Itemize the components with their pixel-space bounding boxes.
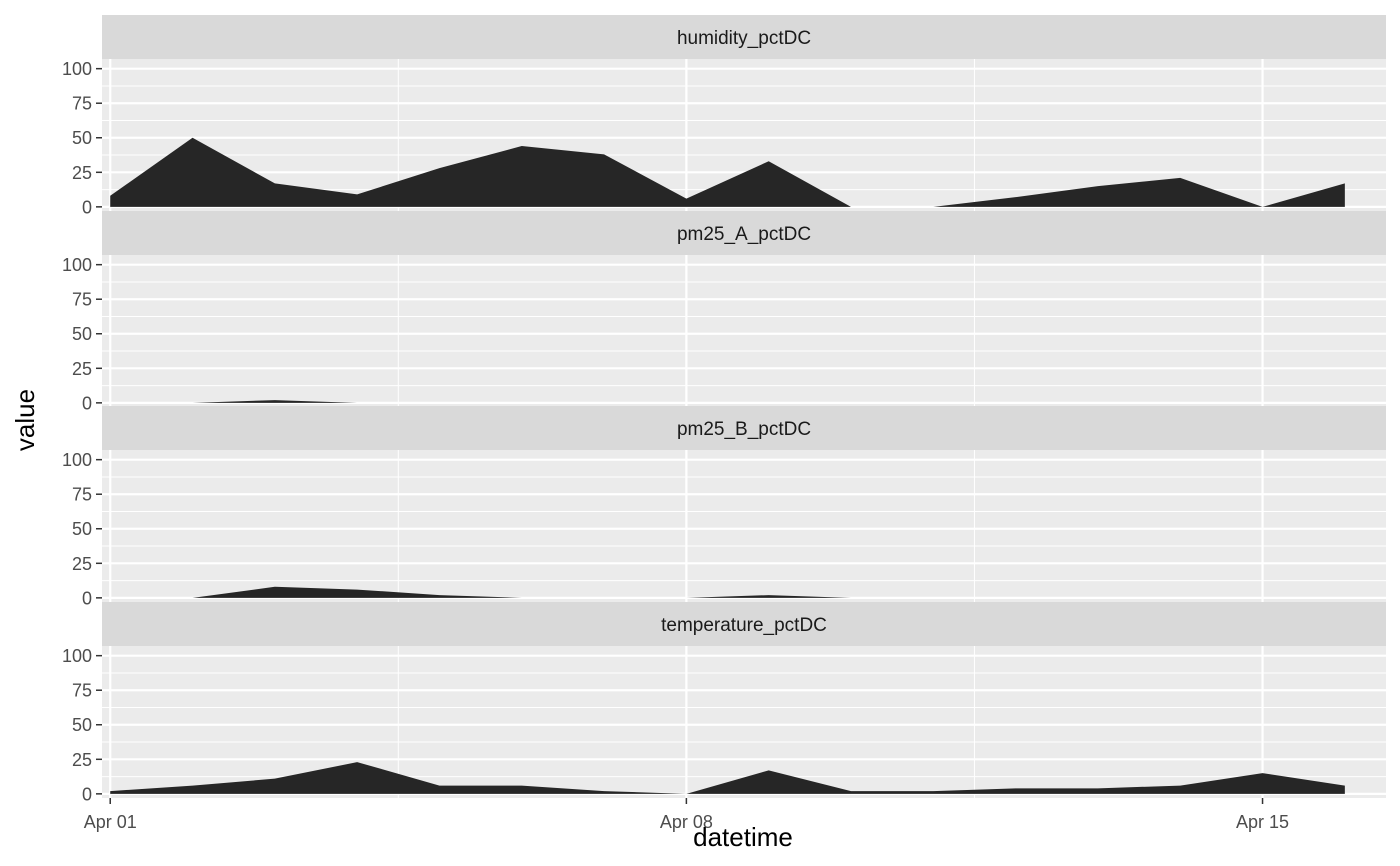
- y-tick-label: 25: [72, 750, 92, 770]
- facet-humidity_pctDC: humidity_pctDC 0 25 50 75 100: [62, 15, 1386, 217]
- facet-strip-label: pm25_A_pctDC: [677, 224, 811, 245]
- facet-panels: humidity_pctDC 0 25 50 75 100 pm25_A_pctDC 0 25 5…: [62, 15, 1386, 832]
- y-tick-label: 50: [72, 128, 92, 148]
- y-tick-label: 100: [62, 646, 92, 666]
- y-tick-label: 0: [82, 197, 92, 217]
- y-tick-label: 25: [72, 359, 92, 379]
- facet-temperature_pctDC: temperature_pctDC 0 25 50 75 100 Apr 01 Apr 08 A…: [62, 602, 1386, 832]
- facet-pm25_B_pctDC: pm25_B_pctDC 0 25 50 75 100: [62, 406, 1386, 608]
- area-series-temperature_pctDC: [110, 762, 1345, 794]
- area-series-pm25_B_pctDC: [110, 586, 1345, 598]
- area-series-humidity_pctDC: [110, 137, 1345, 207]
- y-tick-label: 50: [72, 715, 92, 735]
- y-tick-label: 50: [72, 519, 92, 539]
- panel-background: [102, 450, 1386, 602]
- x-tick-label: Apr 08: [660, 812, 713, 832]
- facet-strip: [102, 15, 1386, 59]
- panel-background: [102, 255, 1386, 407]
- facet-strip-label: temperature_pctDC: [661, 615, 827, 636]
- y-tick-label: 25: [72, 163, 92, 183]
- y-tick-label: 100: [62, 255, 92, 275]
- facet-strip: [102, 211, 1386, 255]
- y-tick-label: 0: [82, 784, 92, 804]
- y-tick-label: 75: [72, 94, 92, 114]
- y-tick-label: 75: [72, 290, 92, 310]
- x-tick-label: Apr 15: [1236, 812, 1289, 832]
- y-tick-label: 75: [72, 485, 92, 505]
- facet-strip: [102, 602, 1386, 646]
- facet-strip-label: humidity_pctDC: [677, 28, 811, 49]
- area-series-pm25_A_pctDC: [110, 400, 1345, 403]
- y-axis-title: value: [10, 389, 40, 451]
- facet-strip-label: pm25_B_pctDC: [677, 419, 811, 440]
- facet-pm25_A_pctDC: pm25_A_pctDC 0 25 50 75 100: [62, 211, 1386, 413]
- y-tick-label: 75: [72, 681, 92, 701]
- y-tick-label: 100: [62, 450, 92, 470]
- y-tick-label: 0: [82, 588, 92, 608]
- y-tick-label: 100: [62, 59, 92, 79]
- y-tick-label: 25: [72, 554, 92, 574]
- y-tick-label: 50: [72, 324, 92, 344]
- y-tick-label: 0: [82, 393, 92, 413]
- facet-strip: [102, 406, 1386, 450]
- x-tick-label: Apr 01: [84, 812, 137, 832]
- x-axis-title: datetime: [693, 822, 793, 852]
